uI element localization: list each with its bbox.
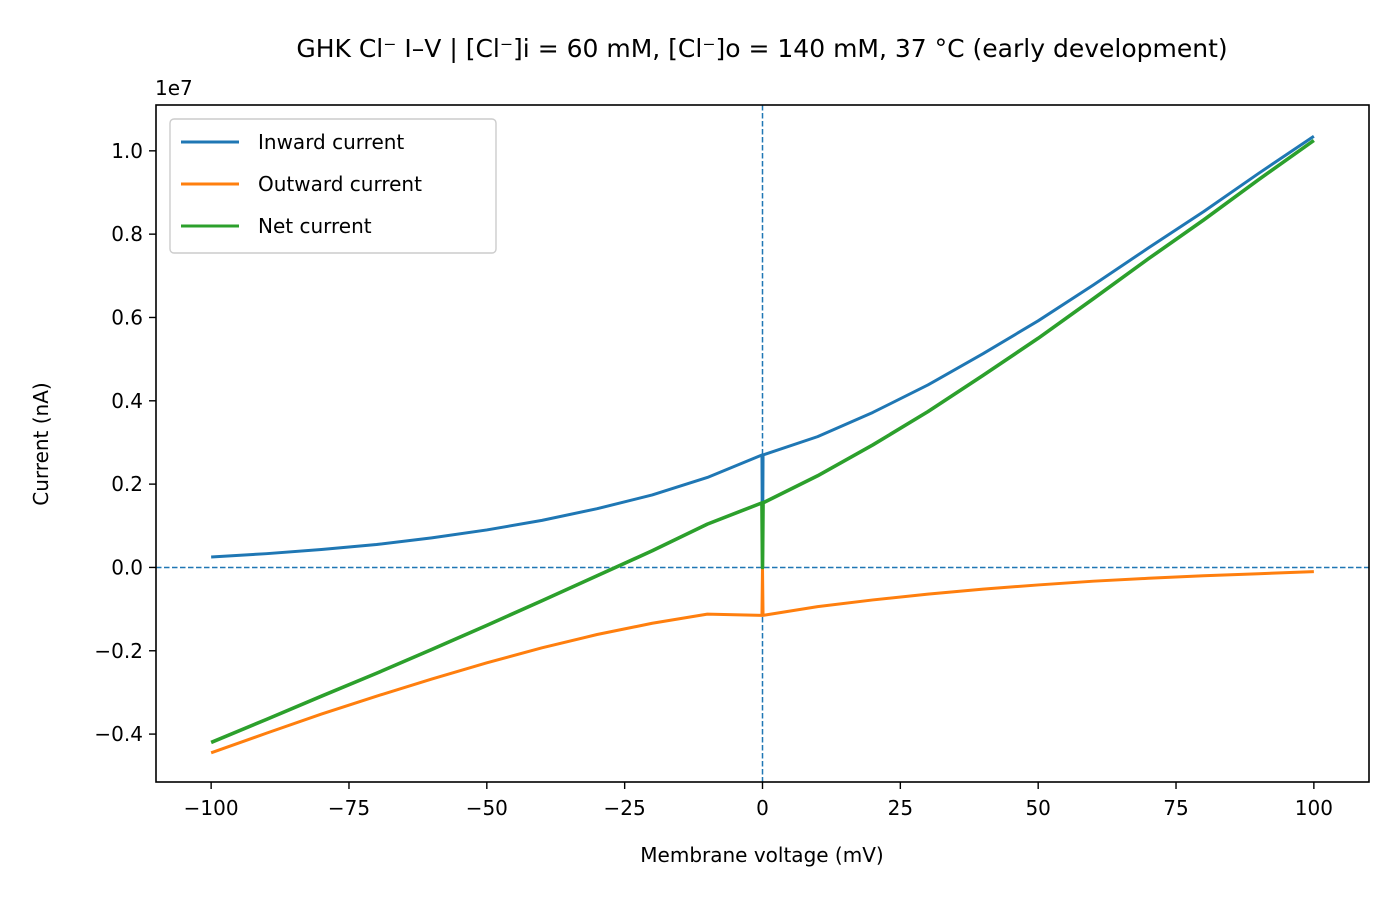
x-tick-label: 25 (888, 796, 913, 820)
x-tick-label: −50 (466, 796, 508, 820)
x-tick-label: 50 (1025, 796, 1050, 820)
x-axis-label: Membrane voltage (mV) (640, 843, 883, 867)
legend: Inward current Outward current Net current (169, 118, 497, 254)
y-axis-offset-label: 1e7 (155, 76, 193, 100)
x-tick-label: 75 (1163, 796, 1188, 820)
y-tick-label: −0.4 (94, 722, 143, 746)
y-tick-label: 0.6 (111, 305, 143, 329)
y-axis-label: Current (nA) (29, 382, 53, 505)
plot-area (156, 105, 1369, 782)
legend-box (169, 118, 497, 254)
axes: −100 −75 −50 −25 0 25 50 75 100 −0.4 −0.2 0.0 0.2 0.4… (94, 104, 1370, 820)
y-tick-label: 0.2 (111, 472, 143, 496)
legend-entry-net-current: Net current (258, 214, 372, 238)
y-tick-label: 0.4 (111, 389, 143, 413)
y-tick-label: 0.8 (111, 222, 143, 246)
x-tick-label: −100 (184, 796, 239, 820)
legend-entry-outward-current: Outward current (258, 172, 422, 196)
series-line-net-current (210, 138, 1315, 745)
x-tick-label: 0 (756, 796, 769, 820)
x-tick-label: −75 (328, 796, 370, 820)
chart-title: GHK Cl⁻ I–V | [Cl⁻]i = 60 mM, [Cl⁻]o = 1… (296, 34, 1227, 63)
y-tick-label: 0.0 (111, 555, 143, 579)
y-tick-label: −0.2 (94, 639, 143, 663)
x-tick-label: 100 (1295, 796, 1333, 820)
x-tick-label: −25 (604, 796, 646, 820)
legend-entry-inward-current: Inward current (258, 130, 404, 154)
y-tick-label: 1.0 (111, 139, 143, 163)
